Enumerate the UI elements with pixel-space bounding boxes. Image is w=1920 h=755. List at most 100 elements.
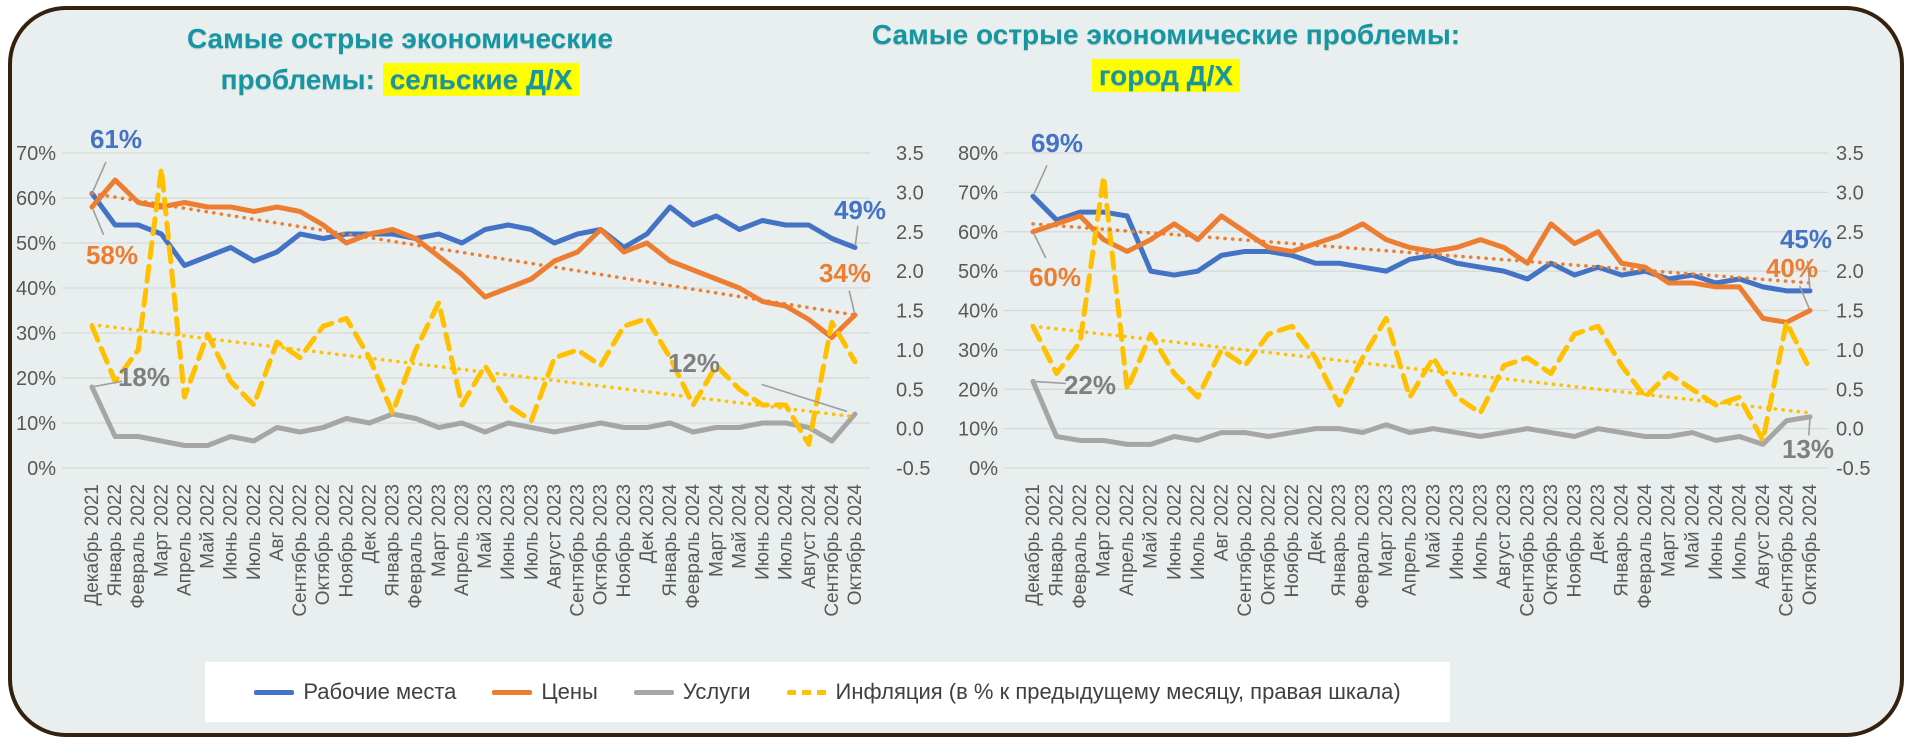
- x-tick: Январь 2024: [660, 484, 681, 597]
- y-right-tick: 3.0: [1836, 182, 1864, 204]
- x-tick: Март 2023: [429, 484, 450, 577]
- x-tick: Дек 2022: [359, 484, 380, 563]
- y-right-tick: 0.5: [1836, 379, 1864, 401]
- x-tick: Май 2022: [1141, 484, 1162, 569]
- chart-urban-svg: 80% 70% 60% 50% 40% 30% 20% 10% 0% 3.5 3.0 2.5 2.0 1.…: [958, 128, 1871, 617]
- x-tick: Октябрь 2023: [1541, 484, 1562, 605]
- y-left-tick: 50%: [16, 233, 56, 255]
- x-tick: Сентябрь 2022: [1235, 484, 1256, 617]
- x-tick: Июль 2022: [1188, 484, 1209, 580]
- x-tick: Июль 2024: [1729, 484, 1750, 580]
- x-tick: Декабрь 2021: [1023, 484, 1044, 606]
- x-tick: Февраль 2024: [1635, 484, 1656, 609]
- series-line: [1030, 213, 1813, 325]
- x-tick: Ноябрь 2023: [1565, 484, 1586, 597]
- dashed-line-swatch-icon: [786, 689, 827, 695]
- x-tick: Февраль 2022: [1070, 484, 1091, 609]
- annotation-leader: [1035, 380, 1067, 385]
- line-swatch-icon: [254, 689, 295, 695]
- x-tick: Ноябрь 2022: [336, 484, 357, 597]
- value-annotation: 40%: [1766, 253, 1818, 283]
- x-tick: Апрель 2023: [452, 484, 473, 596]
- x-tick: Декабрь 2021: [82, 484, 103, 606]
- series-line: [1030, 378, 1813, 447]
- x-tick: Март 2024: [706, 484, 727, 577]
- title-line-1: Самые острые экономические: [186, 23, 614, 54]
- x-tick: Май 2023: [475, 484, 496, 569]
- x-tick: Сентябрь 2023: [568, 484, 589, 617]
- x-tick: Март 2022: [151, 484, 172, 577]
- x-tick: Сентябрь 2024: [1776, 484, 1797, 617]
- legend-label: Инфляция (в % к предыдущему месяцу, прав…: [835, 679, 1401, 704]
- y-right-tick: 3.5: [896, 143, 924, 165]
- series-line: [89, 191, 858, 268]
- annotation-leader: [761, 383, 848, 413]
- rounded-frame: [8, 6, 1904, 737]
- x-tick: Март 2024: [1659, 484, 1680, 577]
- annotation-leader: [1033, 165, 1048, 194]
- y-left-tick: 70%: [16, 143, 56, 165]
- y-right-tick: 1.5: [896, 301, 924, 323]
- x-tick: Август 2024: [1753, 484, 1774, 589]
- annotation-leader: [1806, 260, 1811, 289]
- x-tick: Июль 2023: [1470, 484, 1491, 580]
- title-line-2: проблемы: сельские Д/Х: [110, 59, 690, 100]
- x-tick: Февраль 2023: [406, 484, 427, 609]
- title-line-2: город Д/Х: [836, 55, 1496, 96]
- x-tick: Октябрь 2024: [1800, 484, 1821, 606]
- title-highlight: город Д/Х: [1091, 59, 1241, 92]
- annotation-leader: [854, 225, 859, 246]
- x-tick: Январь 2023: [1329, 484, 1350, 597]
- annotation-leader: [94, 380, 123, 388]
- x-tick: Июнь 2022: [1164, 484, 1185, 580]
- x-tick: Июль 2023: [521, 484, 542, 580]
- x-tick: Октябрь 2023: [591, 484, 612, 605]
- y-left-tick: 60%: [958, 222, 998, 244]
- x-tick: Январь 2022: [105, 484, 126, 597]
- value-annotation: 45%: [1780, 224, 1832, 254]
- x-tick: Май 2024: [729, 484, 750, 569]
- chart-rural-svg: 70% 60% 50% 40% 30% 20% 10% 0% 3.5 3.0 2.5 2.0 1.5 1.…: [16, 124, 931, 617]
- y-left-tick: 40%: [16, 278, 56, 300]
- value-annotation: 13%: [1782, 434, 1834, 464]
- y-right-tick: 1.5: [1836, 301, 1864, 323]
- y-left-tick: 10%: [16, 413, 56, 435]
- line-swatch-icon: [633, 689, 674, 695]
- x-tick: Апрель 2023: [1400, 484, 1421, 596]
- x-tick: Июнь 2023: [1447, 484, 1468, 580]
- annotation-leader: [92, 161, 107, 192]
- x-tick: Август 2023: [1494, 484, 1515, 589]
- chart-title-left: Самые острые экономические проблемы: сел…: [110, 18, 690, 100]
- x-tick: Июнь 2022: [221, 484, 242, 580]
- y-left-tick: 0%: [27, 458, 56, 480]
- y-left-tick: 0%: [969, 458, 998, 480]
- y-left-tick: 40%: [958, 301, 998, 323]
- y-left-tick: 80%: [958, 143, 998, 165]
- annotation-leader: [1798, 285, 1810, 309]
- y-left-tick: 70%: [958, 182, 998, 204]
- x-tick: Февраль 2024: [683, 484, 704, 609]
- chart-title-right: Самые острые экономические проблемы: гор…: [836, 14, 1496, 96]
- x-tick: Апрель 2022: [174, 484, 195, 596]
- annotation-leader: [1808, 418, 1811, 436]
- x-tick: Май 2023: [1423, 484, 1444, 569]
- y-left-tick: 30%: [16, 323, 56, 345]
- x-tick: Июнь 2024: [753, 484, 774, 580]
- y-right-tick: 0.5: [896, 379, 924, 401]
- x-tick: Январь 2024: [1612, 484, 1633, 597]
- value-annotation: 61%: [90, 124, 142, 154]
- x-tick: Ноябрь 2022: [1282, 484, 1303, 597]
- y-right-tick: 2.0: [1836, 261, 1864, 283]
- x-tick: Авг 2022: [267, 484, 288, 561]
- y-left-tick: 30%: [958, 340, 998, 362]
- legend-label: Рабочие места: [303, 679, 457, 704]
- x-tick: Сентябрь 2024: [822, 484, 843, 617]
- x-tick: Июль 2022: [244, 484, 265, 580]
- y-right-tick: -0.5: [1836, 458, 1870, 480]
- trendline: [90, 191, 857, 317]
- legend-item: Услуги: [633, 679, 751, 705]
- x-tick: Май 2024: [1682, 484, 1703, 569]
- title-highlight: сельские Д/Х: [382, 63, 580, 96]
- x-tick: Октябрь 2022: [1258, 484, 1279, 605]
- series-line: [89, 166, 858, 447]
